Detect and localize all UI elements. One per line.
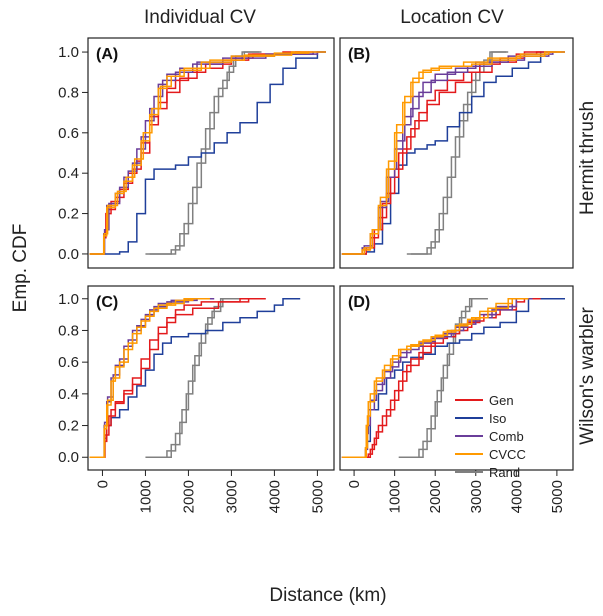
x-tick-label: 2000 [427,480,444,513]
series-line-rand [145,298,241,458]
y-tick-label: 1.0 [58,44,79,61]
y-tick-label: 0.8 [58,322,79,339]
x-tick-label: 1000 [387,480,404,513]
series-line-comb [341,51,565,255]
y-tick-label: 0.6 [58,125,79,142]
panel-label: (D) [348,294,370,311]
series-line-gen [89,51,301,255]
panel-1: (B) [339,37,574,269]
y-tick-label: 0.0 [58,246,79,263]
series-line-comb [89,51,326,255]
panel-frame [339,37,574,269]
x-tick-label: 5000 [549,480,566,513]
column-title-individual-cv: Individual CV [144,7,256,28]
x-tick-label: 0 [346,480,363,488]
panel-frame [339,285,574,471]
series-line-iso [341,51,557,255]
panel-frame [87,285,335,471]
series-line-cvcc [341,51,561,255]
y-tick-label: 0.0 [58,449,79,466]
x-tick-label: 3000 [468,480,485,513]
series-line-cvcc [341,51,565,255]
legend: Gen Iso Comb CVCC Rand [455,393,526,480]
legend-label-cvcc: CVCC [489,447,526,462]
y-tick-label: 0.6 [58,354,79,371]
panel-label: (C) [96,294,118,311]
x-tick-label: 3000 [223,480,240,513]
x-tick-label: 0 [94,480,111,488]
y-tick-label: 0.2 [58,418,79,435]
row-title-wilsons-warbler: Wilson's warbler [577,306,598,444]
series-line-comb [341,51,565,255]
panel-label: (B) [348,46,370,63]
y-tick-label: 0.2 [58,206,79,223]
series-line-cvcc [89,51,309,255]
panel-frame [87,37,335,269]
series-line-iso [341,298,565,458]
series-line-gen [341,51,541,255]
legend-label-gen: Gen [489,393,514,408]
series-line-gen [89,298,266,458]
series-line-cvcc [89,51,326,255]
y-tick-label: 0.4 [58,386,79,403]
row-title-hermit-thrush: Hermit thrush [577,101,598,215]
legend-label-comb: Comb [489,429,524,444]
panel-2: (C) 0.0 0.2 0.4 0.6 0.8 1.0 0 1000 2000 3000 4000 50… [58,285,335,513]
panel-label: (A) [96,46,118,63]
x-tick-label: 4000 [508,480,525,513]
panel-3: (D) 0 1000 2000 3000 4000 5000 Gen Iso Comb CVCC Ra… [339,285,574,513]
column-title-location-cv: Location CV [400,7,504,28]
series-line-cvcc [341,298,525,458]
y-tick-label: 0.4 [58,165,79,182]
series-line-cvcc [89,298,210,458]
x-tick-label: 5000 [309,480,326,513]
x-tick-label: 4000 [266,480,283,513]
y-tick-label: 0.8 [58,84,79,101]
series-line-rand [402,298,486,458]
legend-label-iso: Iso [489,411,506,426]
series-line-rand [398,298,488,458]
y-axis-title: Emp. CDF [10,224,31,313]
series-line-rand [149,51,260,255]
series-line-cvcc [89,298,202,458]
series-line-rand [149,298,238,458]
series-line-cvcc [341,298,529,458]
series-line-iso [89,51,326,255]
x-axis-title: Distance (km) [269,585,386,606]
x-tick-label: 1000 [137,480,154,513]
y-tick-label: 1.0 [58,291,79,308]
panel-0: (A) 0.0 0.2 0.4 0.6 0.8 1.0 [58,37,335,269]
legend-label-rand: Rand [489,465,520,480]
series-line-rand [145,51,262,255]
x-tick-label: 2000 [180,480,197,513]
